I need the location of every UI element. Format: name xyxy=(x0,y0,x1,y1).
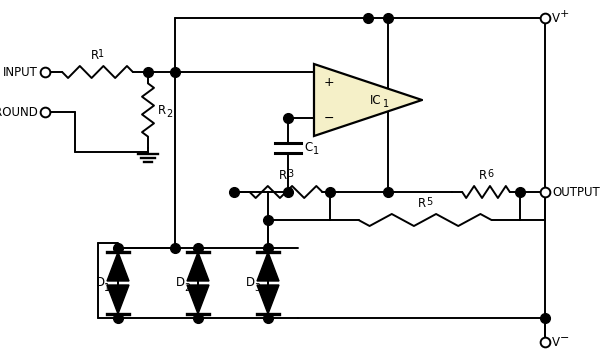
Text: 6: 6 xyxy=(487,169,493,179)
Text: IC: IC xyxy=(370,94,382,106)
Polygon shape xyxy=(107,285,129,314)
Polygon shape xyxy=(187,252,209,281)
Text: GROUND: GROUND xyxy=(0,106,38,118)
Text: 1: 1 xyxy=(104,283,110,293)
Polygon shape xyxy=(107,252,129,281)
Polygon shape xyxy=(187,285,209,314)
Text: 1: 1 xyxy=(313,147,319,156)
Text: D: D xyxy=(176,277,185,290)
Text: V: V xyxy=(552,335,560,348)
Text: 3: 3 xyxy=(287,169,293,179)
Text: 1: 1 xyxy=(98,49,104,59)
Text: R: R xyxy=(91,49,98,62)
Text: INPUT: INPUT xyxy=(3,65,38,78)
Text: 5: 5 xyxy=(426,197,432,207)
Text: D: D xyxy=(246,277,255,290)
Text: V: V xyxy=(552,12,560,24)
Polygon shape xyxy=(257,285,279,314)
Polygon shape xyxy=(257,252,279,281)
Text: D: D xyxy=(96,277,105,290)
Text: 2: 2 xyxy=(166,109,172,119)
Text: 2: 2 xyxy=(184,283,190,293)
Text: R: R xyxy=(158,103,166,117)
Text: −: − xyxy=(324,111,335,125)
Text: R: R xyxy=(479,169,487,182)
Text: R: R xyxy=(279,169,287,182)
Text: 1: 1 xyxy=(383,99,389,109)
Text: −: − xyxy=(560,333,569,343)
Polygon shape xyxy=(314,64,422,136)
Text: 3: 3 xyxy=(254,283,260,293)
Text: OUTPUT: OUTPUT xyxy=(552,185,600,199)
Text: C: C xyxy=(304,141,312,154)
Text: R: R xyxy=(418,197,426,210)
Text: +: + xyxy=(324,76,335,89)
Text: +: + xyxy=(560,9,569,19)
